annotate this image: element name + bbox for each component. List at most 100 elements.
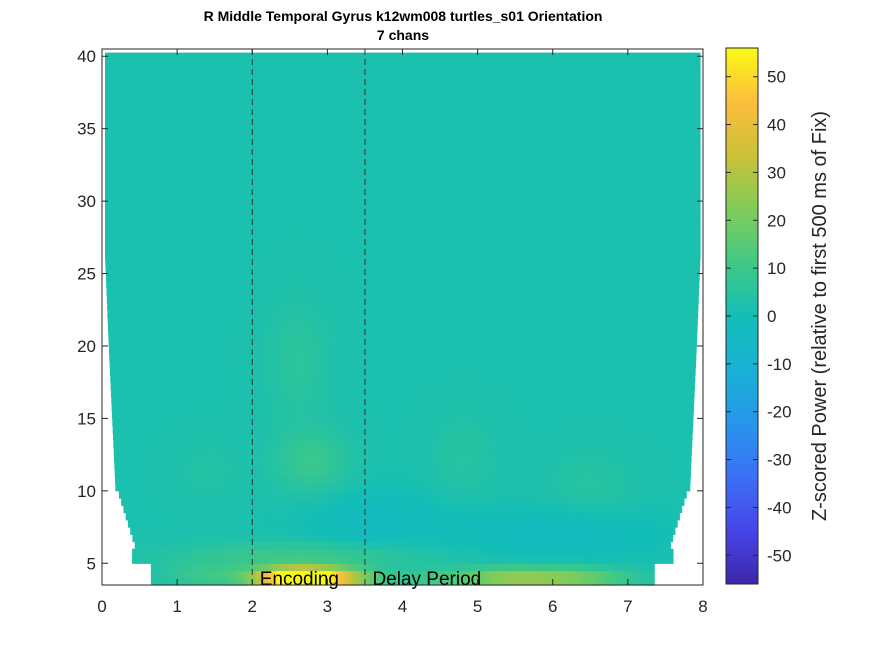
heatmap-cell [576,432,582,441]
heatmap-cell [157,527,163,535]
heatmap-cell [235,338,242,347]
heatmap-cell [544,317,551,325]
heatmap-cell [267,454,274,463]
heatmap-cell [514,360,521,369]
heatmap-cell [366,527,372,535]
heatmap-cell [398,541,404,550]
heatmap-cell [511,577,517,586]
heatmap-cell [524,563,529,572]
heatmap-cell [309,360,316,369]
heatmap-cell [480,519,486,528]
heatmap-cell [152,324,158,333]
heatmap-cell [324,338,330,347]
heatmap-cell [629,577,634,586]
heatmap-cell [267,425,273,434]
heatmap-cell [491,498,497,506]
heatmap-cell [124,374,131,383]
heatmap-cell [439,505,445,514]
heatmap-cell [171,512,178,521]
heatmap-cell [368,425,375,434]
heatmap-cell [272,432,278,441]
heatmap-cell [230,527,236,535]
heatmap-cell [664,403,670,412]
heatmap-cell [645,556,652,564]
heatmap-cell [637,461,644,470]
heatmap-cell [116,288,122,296]
heatmap-cell [571,432,577,441]
heatmap-cell [214,454,221,463]
heatmap-cell [632,534,638,543]
heatmap-cell [151,309,158,318]
heatmap-cell [553,374,559,383]
heatmap-cell [377,288,384,296]
heatmap-cell [402,374,408,383]
heatmap-cell [614,288,621,296]
heatmap-cell [496,541,502,550]
heatmap-cell [210,498,216,506]
heatmap-cell [392,440,399,448]
heatmap-cell [293,288,300,296]
heatmap-cell [502,527,508,535]
heatmap-cell [228,432,235,441]
heatmap-cell [250,541,256,550]
heatmap-cell [388,469,394,477]
heatmap-cell [416,440,423,448]
heatmap-cell [436,461,442,470]
heatmap-cell [446,345,453,354]
heatmap-cell [143,541,149,550]
heatmap-cell [392,324,399,333]
heatmap-cell [436,353,443,362]
heatmap-cell [494,425,500,434]
heatmap-cell [210,541,216,550]
heatmap-cell [547,527,553,535]
heatmap-cell [623,556,629,564]
heatmap-cell [322,541,328,550]
heatmap-cell [593,527,599,535]
heatmap-cell [392,360,399,369]
heatmap-cell [461,295,468,304]
heatmap-cell [412,317,418,325]
heatmap-cell [347,577,353,586]
heatmap-cell [674,396,680,405]
heatmap-cell [422,309,428,318]
heatmap-cell [476,302,482,311]
heatmap-cell [505,360,511,369]
heatmap-cell [264,280,270,289]
heatmap-cell [136,302,143,311]
heatmap-cell [316,548,322,557]
heatmap-cell [588,345,594,354]
heatmap-cell [446,280,453,289]
heatmap-cell [224,440,230,448]
heatmap-cell [416,512,422,521]
heatmap-cell [216,353,223,362]
heatmap-cell [353,367,360,376]
heatmap-cell [192,360,199,369]
heatmap-cell [663,302,669,311]
heatmap-cell [431,360,438,369]
heatmap-cell [446,389,452,398]
heatmap-cell [407,360,413,369]
heatmap-cell [262,432,268,441]
heatmap-cell [343,367,350,376]
heatmap-cell [131,411,137,419]
heatmap-cell [614,447,620,456]
heatmap-cell [319,367,326,376]
heatmap-cell [657,324,664,333]
heatmap-cell [589,476,595,485]
heatmap-cell [677,440,683,448]
heatmap-cell [619,440,625,448]
heatmap-cell [596,396,603,405]
heatmap-cell [460,447,466,456]
heatmap-cell [489,432,495,441]
heatmap-cell [574,563,580,572]
heatmap-cell [578,556,584,564]
heatmap-cell [640,403,646,412]
heatmap-cell [113,331,119,340]
heatmap-cell [285,498,291,506]
heatmap-cell [585,541,591,550]
heatmap-cell [258,469,264,477]
heatmap-cell [494,382,501,391]
heatmap-cell [520,317,526,325]
heatmap-cell [147,490,153,499]
heatmap-cell [170,280,176,289]
